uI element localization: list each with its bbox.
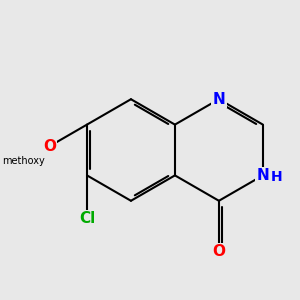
Text: N: N [256, 168, 269, 183]
Text: O: O [212, 244, 225, 259]
Text: H: H [271, 170, 282, 184]
Text: O: O [43, 139, 56, 154]
Text: methoxy: methoxy [2, 156, 45, 166]
Text: N: N [212, 92, 225, 107]
Text: Cl: Cl [79, 211, 95, 226]
